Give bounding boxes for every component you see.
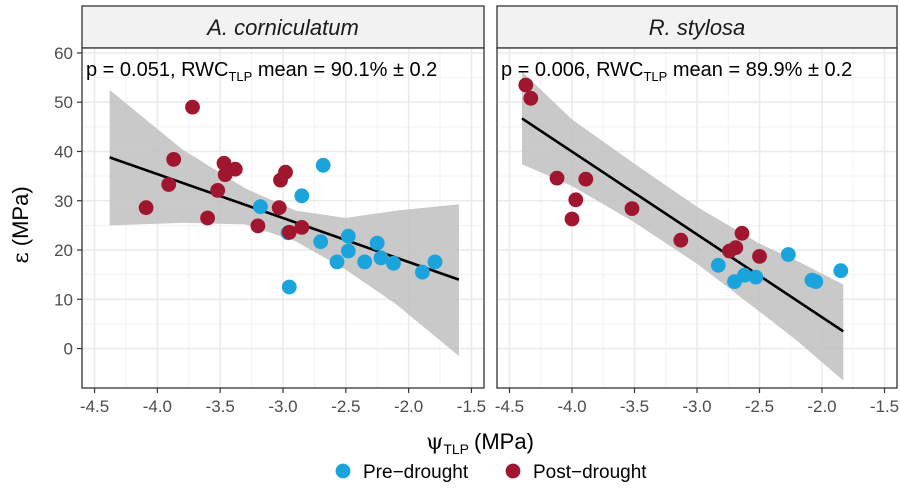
- x-tick-label: -2.5: [745, 397, 774, 416]
- pre-drought-point: [748, 269, 764, 285]
- panel-1: A. corniculatum p = 0.051, RWCTLP mean = …: [54, 5, 486, 416]
- y-tick-label: 20: [54, 241, 73, 260]
- post-drought-point: [518, 77, 534, 93]
- post-drought-point: [549, 170, 565, 186]
- pre-drought-point: [386, 255, 401, 271]
- post-drought-point: [523, 90, 539, 106]
- annotation-subscript: TLP: [228, 69, 252, 84]
- post-drought-point: [273, 172, 288, 188]
- y-tick-label: 30: [54, 192, 73, 211]
- x-tick-label: -3.0: [268, 397, 297, 416]
- x-tick-label: -2.0: [394, 397, 423, 416]
- post-drought-point: [216, 155, 232, 171]
- y-axis-title: ε (MPa): [8, 186, 34, 263]
- pre-drought-point: [373, 250, 389, 266]
- legend-key-pre: [335, 463, 351, 479]
- pre-drought-point: [369, 235, 385, 251]
- post-drought-point: [728, 240, 744, 256]
- post-drought-point: [185, 99, 200, 115]
- x-axis-title-symbol: ψ: [426, 430, 443, 455]
- legend-key-post: [505, 463, 521, 479]
- post-drought-point: [564, 211, 580, 227]
- pre-drought-point: [727, 274, 742, 289]
- post-drought-point: [734, 225, 750, 241]
- pre-drought-point: [804, 272, 820, 288]
- pre-drought-point: [315, 157, 331, 173]
- x-axis-title-unit: (MPa): [474, 429, 534, 454]
- pre-drought-point: [340, 243, 356, 259]
- y-axis-title-symbol: ε: [9, 252, 34, 263]
- x-axis-title: ψTLP (MPa): [426, 429, 534, 457]
- svg-text:ε(MPa): ε (MPa): [8, 186, 34, 263]
- x-tick-label: -4.5: [80, 397, 109, 416]
- x-tick-label: -1.5: [870, 397, 899, 416]
- panel-title: R. stylosa: [649, 15, 746, 40]
- post-drought-point: [281, 224, 297, 240]
- pre-drought-point: [710, 257, 726, 273]
- post-drought-point: [294, 220, 310, 235]
- pre-drought-point: [780, 247, 796, 262]
- x-tick-label: -1.5: [457, 397, 486, 416]
- confidence-ribbon: [109, 89, 459, 357]
- post-drought-point: [200, 210, 216, 226]
- x-axis-title-subscript: TLP: [443, 441, 469, 457]
- x-tick-label: -4.5: [495, 397, 524, 416]
- y-tick-label: 40: [54, 142, 73, 161]
- y-tick-label: 50: [54, 93, 73, 112]
- y-tick-label: 60: [54, 44, 73, 63]
- x-tick-label: -4.0: [143, 397, 172, 416]
- annotation-subscript: TLP: [643, 69, 667, 84]
- post-drought-point: [166, 152, 182, 167]
- post-drought-point: [210, 183, 226, 198]
- x-tick-label: -4.0: [557, 397, 586, 416]
- annotation-text: p = 0.006, RWC: [501, 59, 643, 81]
- post-drought-point: [250, 218, 266, 234]
- pre-drought-point: [281, 279, 297, 295]
- annotation-text: mean = 89.9% ± 0.2: [667, 59, 852, 81]
- panel-title: A. corniculatum: [205, 15, 359, 40]
- panel-2: R. stylosa p = 0.006, RWCTLP mean = 89.9%…: [495, 5, 899, 416]
- pre-drought-point: [833, 263, 849, 279]
- panel-annotation: p = 0.051, RWCTLP mean = 90.1% ± 0.2: [86, 59, 437, 84]
- x-tick-label: -2.5: [331, 397, 360, 416]
- pre-drought-point: [357, 254, 373, 270]
- post-drought-point: [161, 177, 177, 192]
- annotation-text: p = 0.051, RWC: [86, 59, 228, 81]
- x-tick-label: -3.5: [620, 397, 649, 416]
- panel-strip: [81, 5, 485, 49]
- pre-drought-point: [294, 188, 310, 204]
- x-tick-label: -3.5: [206, 397, 235, 416]
- legend: Pre−drought Post−drought: [335, 462, 647, 483]
- legend-label-pre: Pre−drought: [363, 462, 469, 483]
- post-drought-point: [673, 232, 689, 248]
- post-drought-point: [271, 200, 287, 216]
- post-drought-point: [578, 171, 594, 187]
- post-drought-point: [752, 249, 767, 264]
- post-drought-point: [568, 192, 584, 208]
- pre-drought-point: [313, 234, 329, 250]
- pre-drought-point: [329, 254, 345, 270]
- pre-drought-point: [253, 199, 268, 215]
- svg-text:ψTLP(MPa): ψTLP (MPa): [426, 429, 534, 457]
- pre-drought-point: [340, 228, 356, 244]
- panel-annotation: p = 0.006, RWCTLP mean = 89.9% ± 0.2: [501, 59, 852, 84]
- x-tick-label: -2.0: [807, 397, 836, 416]
- x-tick-label: -3.0: [682, 397, 711, 416]
- pre-drought-point: [427, 254, 443, 270]
- pre-drought-point: [415, 264, 430, 280]
- post-drought-point: [227, 161, 243, 177]
- legend-label-post: Post−drought: [533, 462, 647, 483]
- annotation-text: mean = 90.1% ± 0.2: [252, 59, 437, 81]
- y-tick-label: 0: [64, 340, 73, 359]
- regression-line: [521, 117, 844, 333]
- y-axis-title-unit: (MPa): [8, 186, 33, 246]
- post-drought-point: [138, 200, 154, 216]
- y-tick-label: 10: [54, 290, 73, 309]
- post-drought-point: [624, 201, 640, 217]
